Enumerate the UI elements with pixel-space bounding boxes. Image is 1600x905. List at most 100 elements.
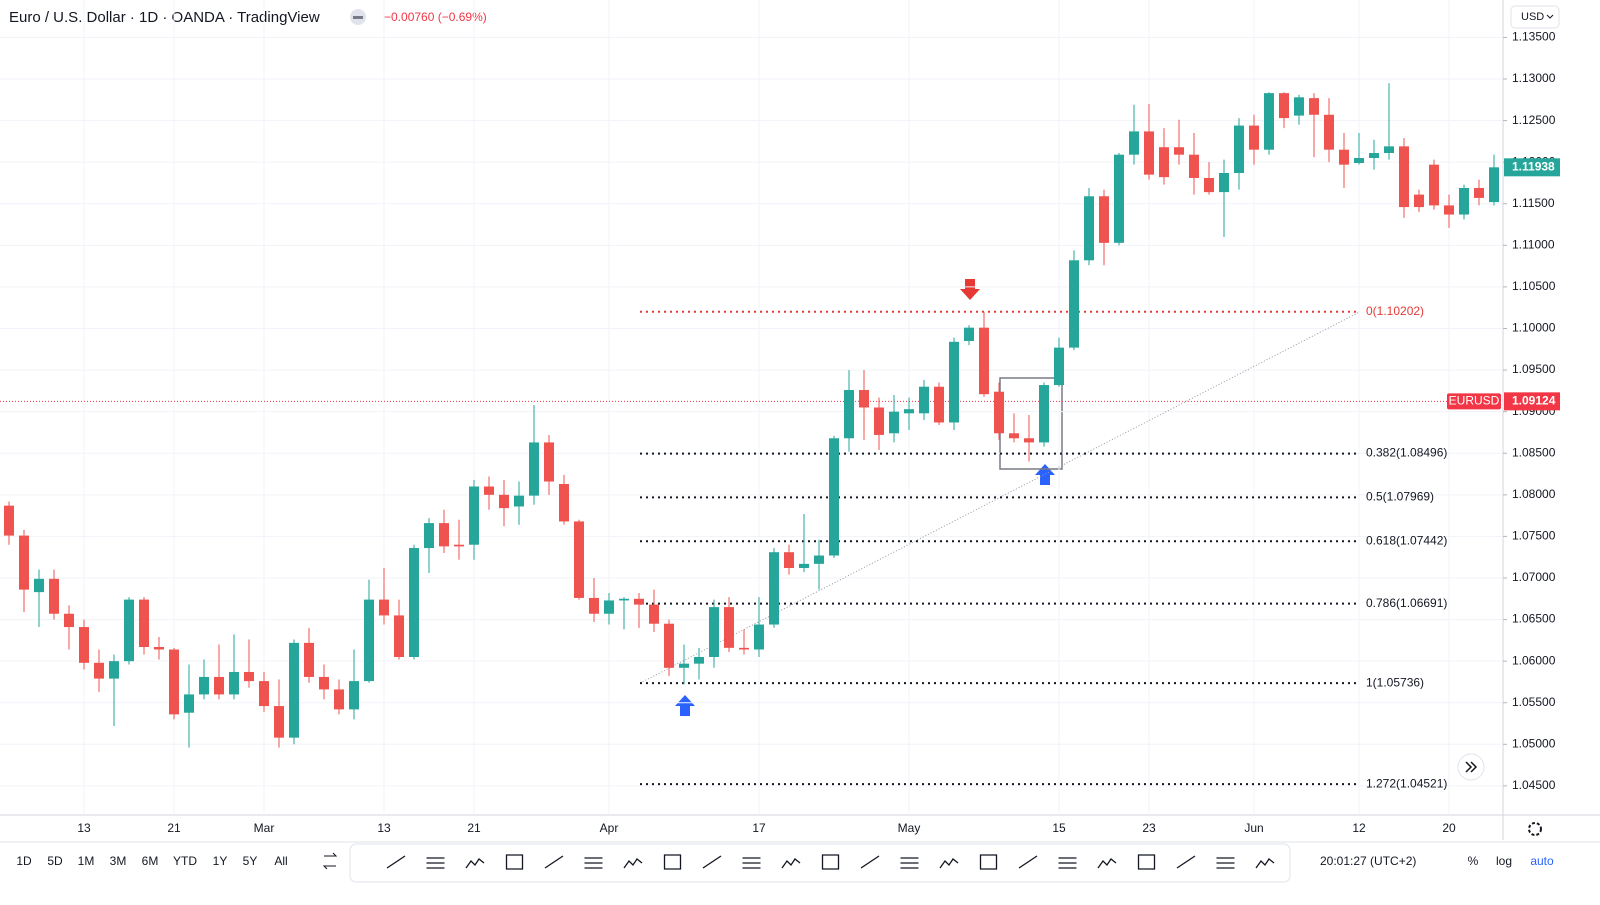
range-button[interactable]: 1M (78, 854, 95, 868)
clock: 20:01:27 (UTC+2) (1320, 854, 1416, 868)
candle-body (499, 494, 509, 509)
candle-body (1399, 146, 1409, 208)
tool-icon[interactable] (781, 858, 801, 869)
candle-body (364, 599, 374, 682)
x-tick-label: 12 (1352, 821, 1366, 835)
candle-body (409, 548, 419, 657)
option-button[interactable]: % (1468, 854, 1479, 868)
tool-icon[interactable] (900, 857, 919, 869)
tool-icon[interactable] (1216, 857, 1235, 869)
option-button[interactable]: auto (1530, 854, 1554, 868)
candle-body (1459, 187, 1469, 215)
candle-body (1039, 385, 1049, 443)
tool-icon[interactable] (979, 854, 998, 870)
candle-body (1489, 167, 1499, 203)
tool-icon[interactable] (1137, 854, 1156, 870)
candle-body (1114, 154, 1124, 243)
tool-icon[interactable] (1058, 857, 1077, 869)
candle-body (1084, 196, 1094, 261)
tool-icon[interactable] (1176, 855, 1196, 869)
arrow-down-marker (960, 279, 980, 300)
candle-body (259, 681, 269, 707)
arrow-up-marker (1035, 464, 1055, 485)
tool-icon[interactable] (505, 854, 524, 870)
range-button[interactable]: YTD (173, 854, 197, 868)
candle-body (559, 484, 569, 522)
y-tick-label: 1.06000 (1512, 653, 1556, 667)
tool-icon[interactable] (860, 855, 880, 869)
candle-body (514, 495, 524, 507)
candle-body (874, 407, 884, 435)
candle-body (1219, 172, 1229, 193)
candle-body (934, 386, 944, 423)
x-tick-label: 20 (1442, 821, 1456, 835)
fib-label: 0.382(1.08496) (1366, 446, 1447, 460)
candle-body (304, 642, 314, 677)
candle-body (289, 642, 299, 738)
price-change: −0.00760 (−0.69%) (384, 10, 487, 24)
fib-label: 0.786(1.06691) (1366, 596, 1447, 610)
range-button[interactable]: 1D (16, 854, 32, 868)
symbol-tag (1447, 393, 1501, 410)
tool-icon[interactable] (742, 857, 761, 869)
tool-icon[interactable] (1097, 858, 1117, 869)
tool-icon[interactable] (426, 857, 445, 869)
candle-body (79, 627, 89, 663)
tool-icon[interactable] (1018, 855, 1038, 869)
tool-icon[interactable] (821, 854, 840, 870)
tool-icon[interactable] (465, 858, 485, 869)
candle-body (439, 523, 449, 547)
y-tick-label: 1.05500 (1512, 695, 1556, 709)
candle-body (1099, 196, 1109, 243)
candle-body (1129, 131, 1139, 155)
range-button[interactable]: 6M (142, 854, 159, 868)
settings-button[interactable] (1528, 822, 1542, 836)
candle-body (709, 607, 719, 657)
candle-body (994, 391, 1004, 434)
y-tick-label: 1.12500 (1512, 113, 1556, 127)
currency-button[interactable] (1510, 5, 1560, 29)
candle-body (529, 442, 539, 496)
tool-icon[interactable] (584, 857, 603, 869)
candle-body (109, 661, 119, 679)
candle-body (589, 597, 599, 614)
drawing-toolbar (349, 843, 1291, 883)
candle-body (859, 390, 869, 408)
tool-icon[interactable] (939, 858, 959, 869)
candle-body (1174, 147, 1184, 155)
tool-icon[interactable] (702, 855, 722, 869)
candle-body (1324, 114, 1334, 150)
tool-icon[interactable] (386, 855, 406, 869)
y-tick-label: 1.07500 (1512, 529, 1556, 543)
candle-body (454, 544, 464, 547)
range-button[interactable]: All (274, 854, 287, 868)
candle-body (319, 676, 329, 690)
candle-body (1204, 177, 1214, 193)
x-tick-label: 23 (1142, 821, 1156, 835)
range-button[interactable]: 3M (110, 854, 127, 868)
tool-icon[interactable] (623, 858, 643, 869)
tool-icon[interactable] (663, 854, 682, 870)
y-tick-label: 1.04500 (1512, 778, 1556, 792)
x-tick-label: 15 (1052, 821, 1066, 835)
option-button[interactable]: log (1496, 854, 1512, 868)
candle-body (1279, 93, 1289, 119)
collapse-icon (353, 16, 363, 19)
range-button[interactable]: 5Y (243, 854, 258, 868)
candle-body (64, 613, 74, 628)
tool-icon[interactable] (1255, 858, 1275, 869)
compare-button[interactable] (322, 852, 338, 870)
candle-body (1264, 93, 1274, 150)
range-button[interactable]: 1Y (213, 854, 228, 868)
last-price-label: 1.11938 (1512, 159, 1555, 173)
candle-body (769, 552, 779, 625)
symbol-title: Euro / U.S. Dollar · 1D · OANDA · Tradin… (9, 9, 320, 26)
range-button[interactable]: 5D (47, 854, 63, 868)
x-tick-label: 17 (752, 821, 766, 835)
tool-icon[interactable] (544, 855, 564, 869)
candle-body (49, 578, 59, 614)
candle-body (484, 486, 494, 495)
candle-body (1339, 149, 1349, 165)
